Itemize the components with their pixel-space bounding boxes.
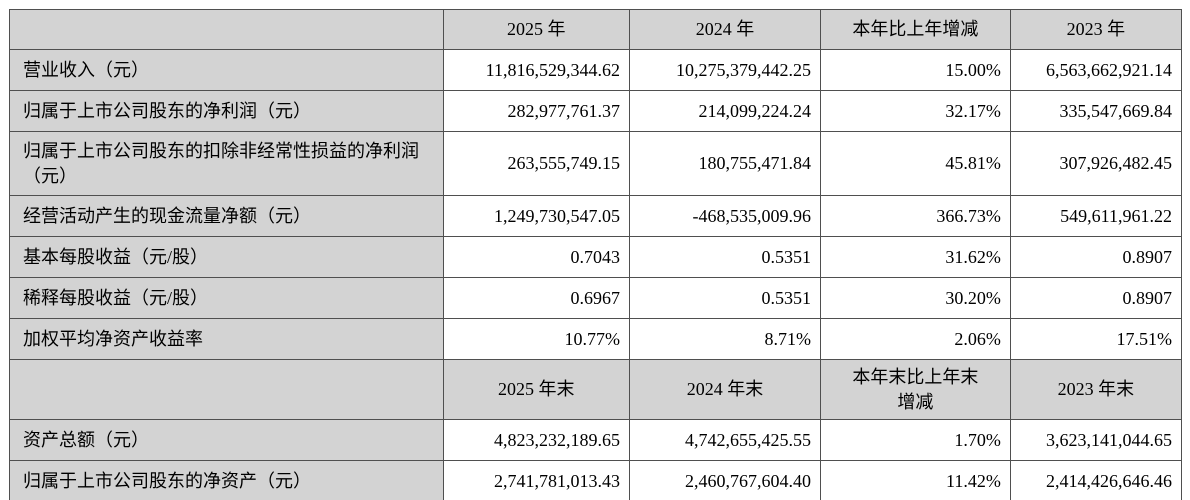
value-2024: 2,460,767,604.40	[628, 460, 822, 500]
column-header-2024-end: 2024 年末	[628, 359, 822, 420]
value-2025: 263,555,749.15	[442, 131, 630, 196]
period-end-header-row: 2025 年末 2024 年末 本年末比上年末 增减 2023 年末	[9, 359, 1183, 420]
row-label: 稀释每股收益（元/股）	[9, 277, 444, 319]
value-2025: 2,741,781,013.43	[442, 460, 630, 500]
column-header-2024: 2024 年	[628, 9, 822, 50]
corner-cell	[9, 359, 444, 420]
table-row-total-assets: 资产总额（元） 4,823,232,189.65 4,742,655,425.5…	[9, 419, 1183, 461]
value-2023: 6,563,662,921.14	[1009, 49, 1183, 91]
table-row-revenue: 营业收入（元） 11,816,529,344.62 10,275,379,442…	[9, 49, 1183, 91]
value-change: 32.17%	[820, 90, 1011, 132]
table-row-operating-cash-flow: 经营活动产生的现金流量净额（元） 1,249,730,547.05 -468,5…	[9, 195, 1183, 237]
row-label: 归属于上市公司股东的扣除非经常性损益的净利润（元）	[9, 131, 444, 196]
row-label: 归属于上市公司股东的净资产（元）	[9, 460, 444, 500]
value-2025: 11,816,529,344.62	[442, 49, 630, 91]
table-row-net-profit-excl-nonrecurring: 归属于上市公司股东的扣除非经常性损益的净利润（元） 263,555,749.15…	[9, 131, 1183, 196]
value-2024: 10,275,379,442.25	[628, 49, 822, 91]
value-2025: 0.7043	[442, 236, 630, 278]
value-2024: 8.71%	[628, 318, 822, 360]
table-row-diluted-eps: 稀释每股收益（元/股） 0.6967 0.5351 30.20% 0.8907	[9, 277, 1183, 319]
column-header-2025-end: 2025 年末	[442, 359, 630, 420]
value-2024: -468,535,009.96	[628, 195, 822, 237]
row-label: 基本每股收益（元/股）	[9, 236, 444, 278]
value-2025: 10.77%	[442, 318, 630, 360]
row-label: 营业收入（元）	[9, 49, 444, 91]
value-change: 15.00%	[820, 49, 1011, 91]
value-change: 31.62%	[820, 236, 1011, 278]
row-label: 经营活动产生的现金流量净额（元）	[9, 195, 444, 237]
value-2025: 4,823,232,189.65	[442, 419, 630, 461]
value-2024: 0.5351	[628, 277, 822, 319]
row-label: 归属于上市公司股东的净利润（元）	[9, 90, 444, 132]
value-2025: 282,977,761.37	[442, 90, 630, 132]
value-2024: 4,742,655,425.55	[628, 419, 822, 461]
value-2024: 0.5351	[628, 236, 822, 278]
column-header-2023: 2023 年	[1009, 9, 1183, 50]
column-header-2025: 2025 年	[442, 9, 630, 50]
value-2023: 3,623,141,044.65	[1009, 419, 1183, 461]
column-header-2023-end: 2023 年末	[1009, 359, 1183, 420]
value-2023: 2,414,426,646.46	[1009, 460, 1183, 500]
row-label: 资产总额（元）	[9, 419, 444, 461]
financial-summary-table: 2025 年 2024 年 本年比上年增减 2023 年 营业收入（元） 11,…	[9, 9, 1183, 500]
table-row-net-profit: 归属于上市公司股东的净利润（元） 282,977,761.37 214,099,…	[9, 90, 1183, 132]
value-change: 2.06%	[820, 318, 1011, 360]
value-change: 366.73%	[820, 195, 1011, 237]
table-row-basic-eps: 基本每股收益（元/股） 0.7043 0.5351 31.62% 0.8907	[9, 236, 1183, 278]
value-change: 45.81%	[820, 131, 1011, 196]
value-2025: 0.6967	[442, 277, 630, 319]
table-row-weighted-avg-roe: 加权平均净资产收益率 10.77% 8.71% 2.06% 17.51%	[9, 318, 1183, 360]
table-row-net-assets: 归属于上市公司股东的净资产（元） 2,741,781,013.43 2,460,…	[9, 460, 1183, 500]
row-label: 加权平均净资产收益率	[9, 318, 444, 360]
period-header-row: 2025 年 2024 年 本年比上年增减 2023 年	[9, 9, 1183, 50]
column-header-yoy-change: 本年比上年增减	[820, 9, 1011, 50]
value-2023: 0.8907	[1009, 277, 1183, 319]
value-2023: 307,926,482.45	[1009, 131, 1183, 196]
value-2023: 549,611,961.22	[1009, 195, 1183, 237]
value-2024: 214,099,224.24	[628, 90, 822, 132]
value-2025: 1,249,730,547.05	[442, 195, 630, 237]
value-2023: 0.8907	[1009, 236, 1183, 278]
corner-cell	[9, 9, 444, 50]
value-change: 1.70%	[820, 419, 1011, 461]
value-change: 11.42%	[820, 460, 1011, 500]
value-2023: 17.51%	[1009, 318, 1183, 360]
value-2023: 335,547,669.84	[1009, 90, 1183, 132]
column-header-yoy-end-change: 本年末比上年末 增减	[820, 359, 1011, 420]
value-change: 30.20%	[820, 277, 1011, 319]
value-2024: 180,755,471.84	[628, 131, 822, 196]
